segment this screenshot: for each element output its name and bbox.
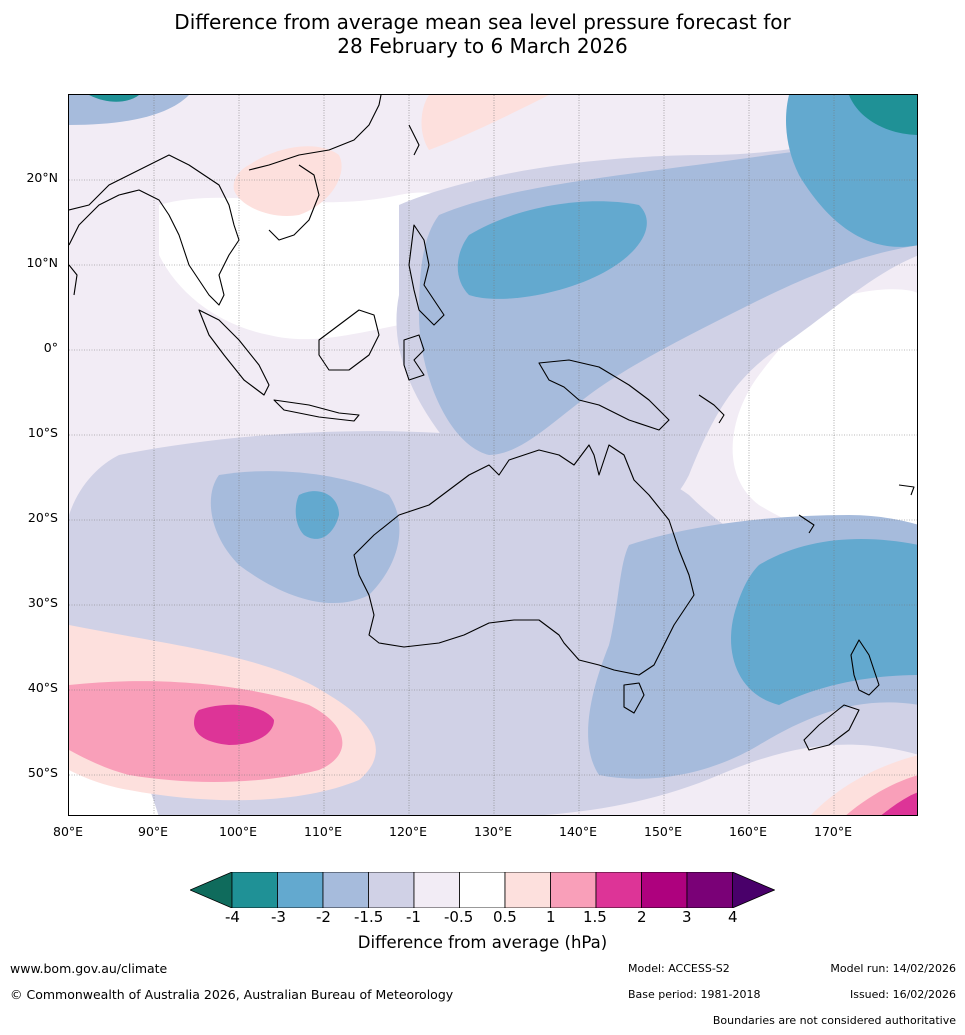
colorbar-segment — [595, 872, 642, 908]
colorbar-segment — [368, 872, 415, 908]
colorbar-tick: 1.5 — [583, 908, 607, 926]
title-line-2: 28 February to 6 March 2026 — [337, 34, 628, 58]
lon-label-140e: 140°E — [559, 824, 598, 839]
lon-label-80e: 80°E — [53, 824, 84, 839]
lon-label-170e: 170°E — [814, 824, 853, 839]
map-title: Difference from average mean sea level p… — [0, 10, 965, 58]
issued-date: Issued: 16/02/2026 — [849, 988, 956, 1001]
base-period: Base period: 1981-2018 — [628, 988, 761, 1001]
neutral-region-pacific — [732, 289, 917, 565]
new-caledonia-coast — [798, 514, 815, 534]
colorbar-extend-low — [190, 872, 233, 908]
colorbar-tick: -1 — [406, 908, 421, 926]
anomaly-core-minus3-northeast — [849, 95, 917, 135]
anomaly-positive-east-china — [421, 95, 549, 150]
lat-label-20n: 20°N — [26, 170, 58, 185]
colorbar-segment — [277, 872, 324, 908]
colorbar-segment — [231, 872, 278, 908]
pressure-anomaly-map — [68, 94, 918, 816]
lat-label-30s: 30°S — [27, 595, 58, 610]
graticule — [69, 95, 917, 815]
lat-label-10s: 10°S — [27, 425, 58, 440]
south-asia-coast — [69, 154, 240, 306]
colorbar-tick: -3 — [271, 908, 286, 926]
anomaly-core-minus2-tasman — [731, 539, 917, 705]
colorbar-segment — [504, 872, 551, 908]
sumatra-coast — [198, 309, 270, 396]
new-guinea-coast — [538, 359, 670, 431]
model-run-date: Model run: 14/02/2026 — [830, 962, 956, 975]
model-name: Model: ACCESS-S2 — [628, 962, 730, 975]
colorbar-tick: 4 — [728, 908, 738, 926]
lon-label-90e: 90°E — [138, 824, 169, 839]
lon-label-110e: 110°E — [304, 824, 343, 839]
anomaly-core-minus3-northwest — [89, 95, 139, 102]
fiji-coast — [898, 484, 915, 496]
website-link[interactable]: www.bom.gov.au/climate — [10, 961, 168, 976]
colorbar-tick: -2 — [316, 908, 331, 926]
anomaly-band-minus1-5-northwest — [69, 95, 189, 125]
lon-label-150e: 150°E — [644, 824, 683, 839]
colorbar-segment — [322, 872, 369, 908]
lat-label-20s: 20°S — [27, 510, 58, 525]
anomaly-band-minus1-5-indian — [210, 471, 400, 604]
colorbar-segment — [413, 872, 460, 908]
new-zealand-north-coast — [850, 639, 880, 696]
lon-label-120e: 120°E — [389, 824, 428, 839]
title-line-1: Difference from average mean sea level p… — [174, 10, 791, 34]
lon-label-130e: 130°E — [474, 824, 513, 839]
colorbar-segment — [459, 872, 506, 908]
anomaly-core-minus2-northeast — [786, 95, 917, 247]
lon-label-160e: 160°E — [729, 824, 768, 839]
colorbar-segment — [550, 872, 597, 908]
australia-coast — [353, 444, 695, 676]
anomaly-positive-1-5-southern-indian — [194, 704, 274, 745]
lat-label-0: 0° — [43, 340, 58, 355]
vietnam-coast — [268, 164, 320, 241]
map-canvas — [69, 95, 917, 815]
philippines-coast — [408, 224, 445, 326]
colorbar-tick: 1 — [546, 908, 556, 926]
lon-label-100e: 100°E — [219, 824, 258, 839]
coastlines — [69, 95, 915, 751]
new-zealand-south-coast — [803, 704, 860, 751]
solomon-islands-coast — [698, 394, 725, 424]
taiwan-coast — [408, 124, 420, 156]
sulawesi-coast — [403, 334, 425, 381]
colorbar-tick: -1.5 — [354, 908, 384, 926]
colorbar-segment — [686, 872, 733, 908]
anomaly-core-minus2-indian — [295, 491, 339, 539]
anomaly-core-minus2-philippines — [457, 201, 647, 299]
anomaly-positive-indochina — [233, 146, 342, 216]
colorbar-title: Difference from average (hPa) — [357, 933, 608, 952]
south-china-coast — [248, 95, 382, 171]
borneo-coast — [318, 309, 380, 371]
colorbar-tick: -0.5 — [444, 908, 474, 926]
colorbar-segment — [641, 872, 688, 908]
tasmania-coast — [623, 682, 645, 714]
colorbar-tick: 2 — [637, 908, 647, 926]
copyright-text: © Commonwealth of Australia 2026, Austra… — [10, 987, 454, 1002]
colorbar-extend-high — [732, 872, 775, 908]
lat-label-40s: 40°S — [27, 680, 58, 695]
java-coast — [273, 399, 360, 422]
colorbar-tick: 3 — [682, 908, 692, 926]
colorbar-tick: 0.5 — [493, 908, 517, 926]
lat-label-50s: 50°S — [27, 765, 58, 780]
sri-lanka-coast — [69, 264, 78, 296]
colorbar — [190, 872, 775, 908]
boundaries-note: Boundaries are not considered authoritat… — [712, 1014, 956, 1027]
anomaly-positive-1-5-southeast — [881, 792, 917, 815]
lat-label-10n: 10°N — [26, 255, 58, 270]
colorbar-tick: -4 — [225, 908, 240, 926]
